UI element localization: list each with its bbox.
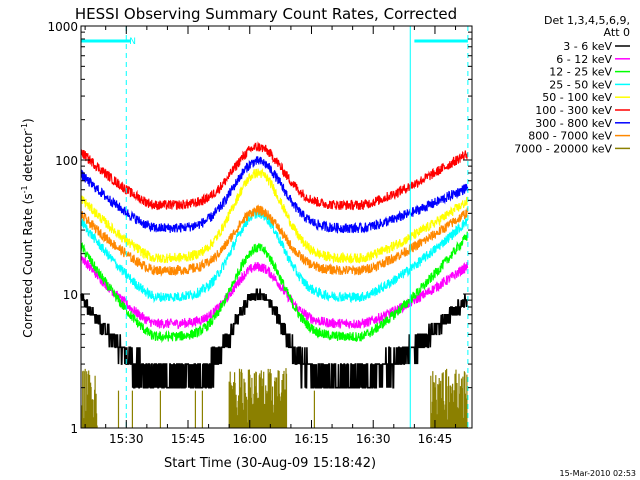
legend-label-6: 100 - 300 keV — [535, 104, 612, 117]
series-line-5 — [80, 167, 469, 265]
x-tick-label-4: 16:15 — [294, 432, 329, 446]
legend-label-7: 300 - 800 keV — [535, 117, 612, 130]
legend-label-2: 6 - 12 keV — [556, 53, 612, 66]
legend-header-line-2: Att 0 — [604, 26, 630, 39]
series-line-4 — [80, 207, 469, 304]
legend-label-3: 12 - 25 keV — [549, 66, 612, 79]
legend-header-line-1: Det 1,3,4,5,6,9, — [544, 14, 630, 27]
y-tick-label-2: 10 — [63, 288, 78, 302]
legend-label-1: 3 - 6 keV — [563, 40, 612, 53]
y-tick-label-4: 1000 — [47, 20, 78, 34]
series-line-1 — [80, 288, 468, 389]
chart-title: HESSI Observing Summary Count Rates, Cor… — [75, 5, 457, 23]
series-line-6 — [80, 141, 469, 211]
flag-label-n: N — [129, 37, 136, 47]
x-tick-label-3: 16:00 — [232, 432, 267, 446]
series-line-8 — [80, 204, 469, 278]
x-tick-label-1: 15:30 — [109, 432, 144, 446]
x-tick-label-2: 15:45 — [171, 432, 206, 446]
x-axis-label: Start Time (30-Aug-09 15:18:42) — [164, 456, 376, 471]
legend-label-9: 7000 - 20000 keV — [514, 142, 612, 155]
series-line-7 — [80, 156, 469, 234]
plot-frame — [80, 25, 473, 429]
legend-label-5: 50 - 100 keV — [542, 91, 612, 104]
y-axis-label: Corrected Count Rate (s-1 detector-1) — [20, 118, 35, 337]
series-line-2 — [80, 252, 469, 330]
legend-label-8: 800 - 7000 keV — [528, 130, 612, 143]
legend-label-4: 25 - 50 keV — [549, 78, 612, 91]
axes: 15:30 15:45 16:00 16:15 16:30 16:45 1 10 100 1000 — [47, 20, 473, 446]
x-tick-label-5: 16:30 — [356, 432, 391, 446]
x-tick-label-6: 16:45 — [418, 432, 453, 446]
footer-timestamp: 15-Mar-2010 02:53 — [560, 469, 637, 478]
y-tick-label-3: 100 — [55, 154, 78, 168]
series-bursts-9 — [81, 368, 468, 428]
series-line-3 — [80, 231, 469, 344]
y-tick-label-1: 1 — [70, 422, 78, 436]
